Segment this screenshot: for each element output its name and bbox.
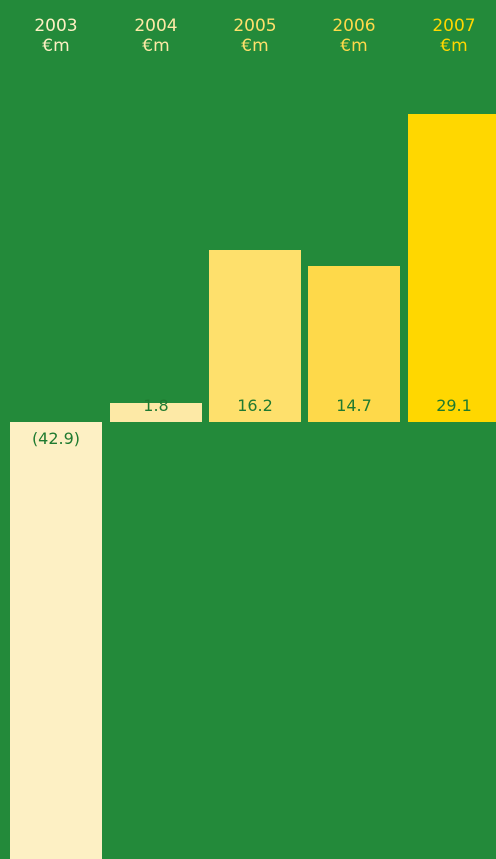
year-label: 2003 (34, 16, 78, 36)
column-header-2006: 2006 €m (309, 16, 399, 56)
value-label-2006: 14.7 (336, 396, 372, 415)
year-label: 2004 (134, 16, 178, 36)
column-header-2005: 2005 €m (210, 16, 300, 56)
column-header-2007: 2007 €m (409, 16, 496, 56)
bar-2007 (408, 113, 496, 422)
bar-2004 (110, 402, 202, 422)
year-label: 2005 (233, 16, 277, 36)
unit-label: €m (340, 36, 368, 56)
unit-label: €m (241, 36, 269, 56)
unit-label: €m (142, 36, 170, 56)
bar-2006 (308, 266, 400, 422)
unit-label: €m (440, 36, 468, 56)
bar-2005 (209, 250, 301, 422)
year-label: 2007 (432, 16, 476, 36)
bar-2003 (10, 422, 102, 859)
value-label-2003: (42.9) (31, 429, 81, 448)
year-label: 2006 (332, 16, 376, 36)
unit-label: €m (42, 36, 70, 56)
value-label-2004: 1.8 (143, 396, 169, 415)
value-label-2007: 29.1 (436, 396, 472, 415)
value-label-2005: 16.2 (237, 396, 273, 415)
column-header-2003: 2003 €m (11, 16, 101, 56)
column-header-2004: 2004 €m (111, 16, 201, 56)
